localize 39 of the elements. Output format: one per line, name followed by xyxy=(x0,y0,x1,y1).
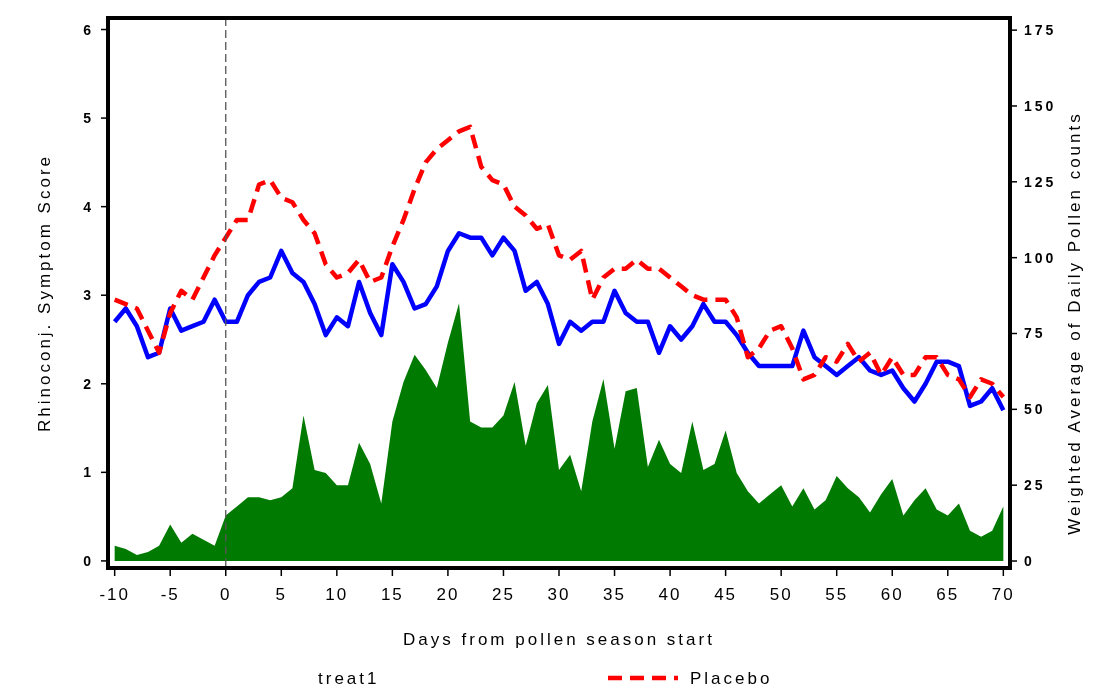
legend-label: Placebo xyxy=(690,669,773,688)
y2-tick-label: 50 xyxy=(1024,401,1046,418)
x-tick-label: 25 xyxy=(492,585,515,604)
legend-title: treat1 xyxy=(318,669,380,688)
x-tick-label: 70 xyxy=(991,585,1015,604)
line-series xyxy=(112,230,1006,413)
y-tick-label: 4 xyxy=(83,198,94,215)
x-tick-label: 10 xyxy=(325,585,349,604)
y2-tick-label: 150 xyxy=(1024,97,1057,114)
y-tick-label: 6 xyxy=(83,21,94,38)
x-axis-title: Days from pollen season start xyxy=(403,630,715,649)
y-tick-label: 5 xyxy=(83,110,94,127)
y-tick-label: 3 xyxy=(83,287,94,304)
x-tick-label: -5 xyxy=(160,585,180,604)
x-tick-label: 65 xyxy=(936,585,960,604)
y2-tick-label: 25 xyxy=(1024,477,1046,494)
x-tick-label: 55 xyxy=(825,585,849,604)
x-tick-label: 40 xyxy=(658,585,682,604)
y-tick-label: 1 xyxy=(83,464,94,481)
x-tick-label: 5 xyxy=(275,585,288,604)
y2-tick-label: 100 xyxy=(1024,249,1057,266)
y2-tick-label: 175 xyxy=(1024,22,1057,39)
y-axis-title: Rhinoconj. Symptom Score xyxy=(35,154,54,432)
y2-tick-label: 125 xyxy=(1024,173,1057,190)
y2-tick-label: 0 xyxy=(1024,553,1035,570)
line-series xyxy=(112,124,1006,400)
y-tick-label: 2 xyxy=(83,375,94,392)
x-tick-label: 15 xyxy=(380,585,404,604)
x-tick-label: 60 xyxy=(880,585,904,604)
y2-tick-label: 75 xyxy=(1024,325,1046,342)
x-tick-label: 35 xyxy=(603,585,626,604)
y2-axis-title: Weighted Average of Daily Pollen counts xyxy=(1065,111,1084,535)
x-tick-label: 20 xyxy=(436,585,460,604)
x-tick-label: 0 xyxy=(220,585,232,604)
x-tick-label: 30 xyxy=(547,585,571,604)
x-tick-label: 50 xyxy=(769,585,793,604)
x-tick-label: -10 xyxy=(99,585,130,604)
y-tick-label: 0 xyxy=(83,552,94,569)
x-tick-label: 45 xyxy=(714,585,738,604)
